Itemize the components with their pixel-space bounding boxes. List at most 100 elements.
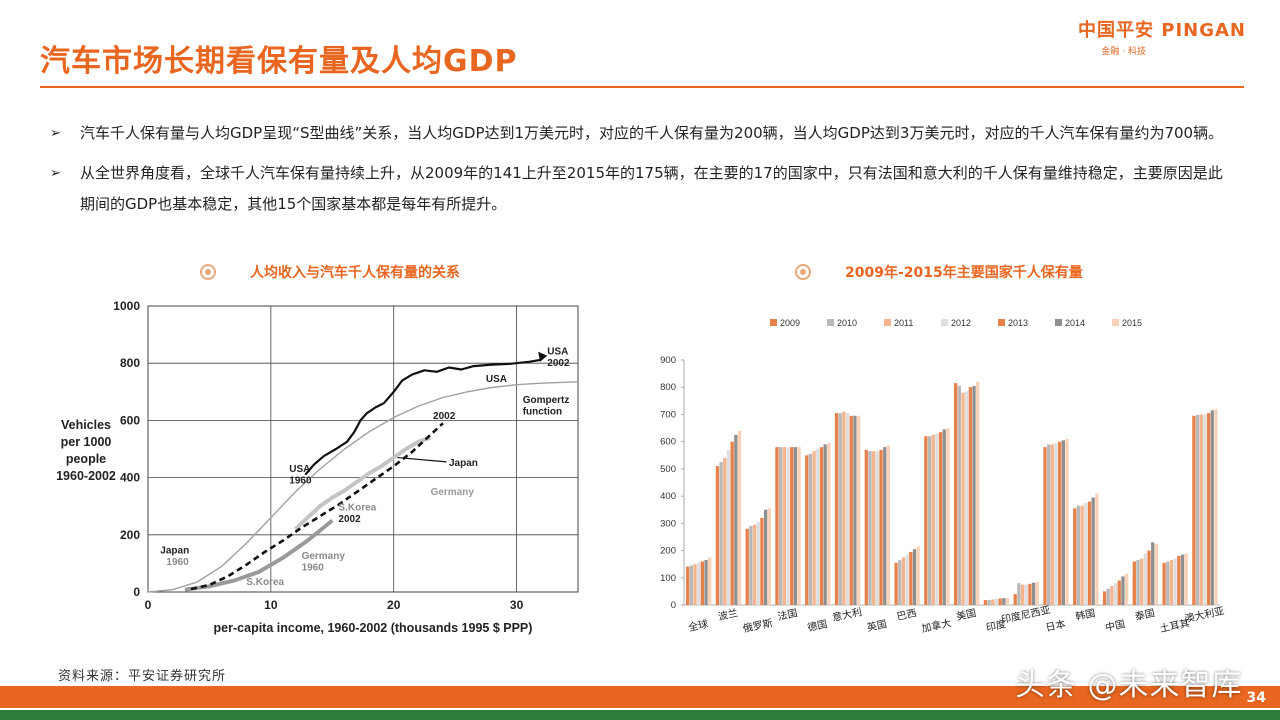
bar <box>797 447 801 605</box>
y-tick-label: 200 <box>120 528 140 542</box>
legend-label: 2015 <box>1122 318 1142 328</box>
bar <box>1173 558 1177 605</box>
bar <box>879 449 883 605</box>
bar <box>875 451 879 605</box>
watermark-text: 头条 @未来智库 <box>1015 668 1243 703</box>
y-tick-label: 1000 <box>113 299 140 313</box>
bar <box>1166 561 1170 605</box>
bar <box>968 387 973 605</box>
legend-label: 2013 <box>1008 318 1028 328</box>
bar <box>805 455 809 605</box>
annotation-label: USA <box>289 464 310 475</box>
bar <box>1184 553 1188 605</box>
annotation-label: Japan <box>160 545 189 556</box>
bar <box>1050 444 1054 605</box>
annotation-label: function <box>523 407 562 418</box>
bar <box>782 447 786 605</box>
x-category-label: 波兰 <box>717 606 739 623</box>
x-category-label: 英国 <box>866 617 888 634</box>
right-chart-title: 2009年-2015年主要国家千人保有量 <box>795 262 1083 282</box>
bar <box>763 509 768 605</box>
bar <box>723 458 727 605</box>
y-tick-label: 200 <box>660 546 676 557</box>
annotation-label: S.Korea <box>246 577 284 588</box>
income-vehicle-line-chart: 0 200 400 600 800 1000 0 10 20 30 per-capita incom… <box>56 299 579 635</box>
bar <box>1024 584 1028 605</box>
bar <box>938 432 943 605</box>
y-tick-label: 0 <box>133 585 140 599</box>
bar <box>1031 582 1036 605</box>
annotation-label: Germany <box>302 551 346 562</box>
bar <box>905 554 909 605</box>
legend-swatch <box>1055 319 1062 326</box>
x-category-label: 韩国 <box>1074 606 1096 623</box>
x-category-label: 全球 <box>687 617 709 634</box>
left-chart-title: 人均收入与汽车千人保有量的关系 <box>200 262 460 282</box>
bar <box>1028 583 1032 605</box>
page-number: 34 <box>1246 690 1266 706</box>
bar <box>916 546 920 605</box>
y-tick-label: 500 <box>660 464 676 475</box>
bar <box>998 598 1002 605</box>
bar <box>1162 562 1166 605</box>
bar <box>689 565 693 605</box>
bar <box>1117 580 1121 605</box>
bar <box>708 557 712 605</box>
bar <box>1214 409 1218 605</box>
bar <box>856 415 861 605</box>
annotation-label: 1960 <box>302 563 325 574</box>
y-tick-label: 800 <box>120 356 140 370</box>
bar <box>793 447 798 605</box>
bullet-text: 从全世界角度看，全球千人汽车保有量持续上升，从2009年的141上升至2015年… <box>80 164 1223 213</box>
x-tick-label: 20 <box>387 598 401 612</box>
bar <box>1035 581 1039 605</box>
bar <box>886 445 891 605</box>
bar <box>715 466 720 605</box>
bar <box>1095 493 1099 605</box>
bar <box>927 436 932 605</box>
bar <box>697 562 701 605</box>
y-axis-label-line: people <box>66 452 106 466</box>
bar <box>1058 441 1062 605</box>
x-category-label: 俄罗斯 <box>742 616 774 635</box>
x-category-label: 法国 <box>776 606 798 623</box>
footer-bar <box>0 686 1280 708</box>
annotation-label: 2002 <box>338 514 361 525</box>
bar <box>1147 550 1151 605</box>
logo-subtext: 金融 · 科技 <box>1101 47 1146 57</box>
bar <box>719 462 723 605</box>
bar <box>1043 447 1047 605</box>
x-category-label: 意大利 <box>831 605 863 624</box>
bar <box>845 413 850 605</box>
logo-text: 中国平安 PINGAN <box>1078 20 1246 41</box>
bar <box>853 415 857 605</box>
y-tick-label: 0 <box>671 600 676 611</box>
bar <box>883 447 887 605</box>
x-tick-label: 10 <box>264 598 278 612</box>
bar <box>1084 502 1088 605</box>
bar <box>1210 410 1214 605</box>
bar <box>1005 597 1010 605</box>
bullet-list: ➢ 汽车千人保有量与人均GDP呈现“S型曲线”关系，当人均GDP达到1万美元时，… <box>50 118 1230 229</box>
series-line-gompertz-function <box>147 381 579 593</box>
plot-frame <box>147 305 579 593</box>
bar <box>1169 560 1174 605</box>
bar <box>872 451 876 605</box>
x-category-label: 日本 <box>1044 617 1066 634</box>
bullet-text: 汽车千人保有量与人均GDP呈现“S型曲线”关系，当人均GDP达到1万美元时，对应… <box>80 124 1224 142</box>
bar <box>827 443 831 605</box>
legend-label: 2012 <box>951 318 971 328</box>
bar <box>965 391 969 605</box>
country-ownership-bar-chart: 2009 2010 2011 2012 2013 2014 2015 0 100 200 300 40… <box>660 318 1225 635</box>
bar <box>790 447 794 605</box>
bar <box>1143 553 1147 605</box>
bar <box>812 451 816 605</box>
japan-pointer <box>397 456 447 463</box>
bar <box>1203 414 1207 605</box>
bar <box>779 447 783 605</box>
legend-label: 2009 <box>780 318 800 328</box>
bar <box>1136 560 1140 605</box>
bar <box>909 551 913 605</box>
x-category-label: 印度 <box>985 617 1007 634</box>
x-category-label: 泰国 <box>1134 606 1156 623</box>
